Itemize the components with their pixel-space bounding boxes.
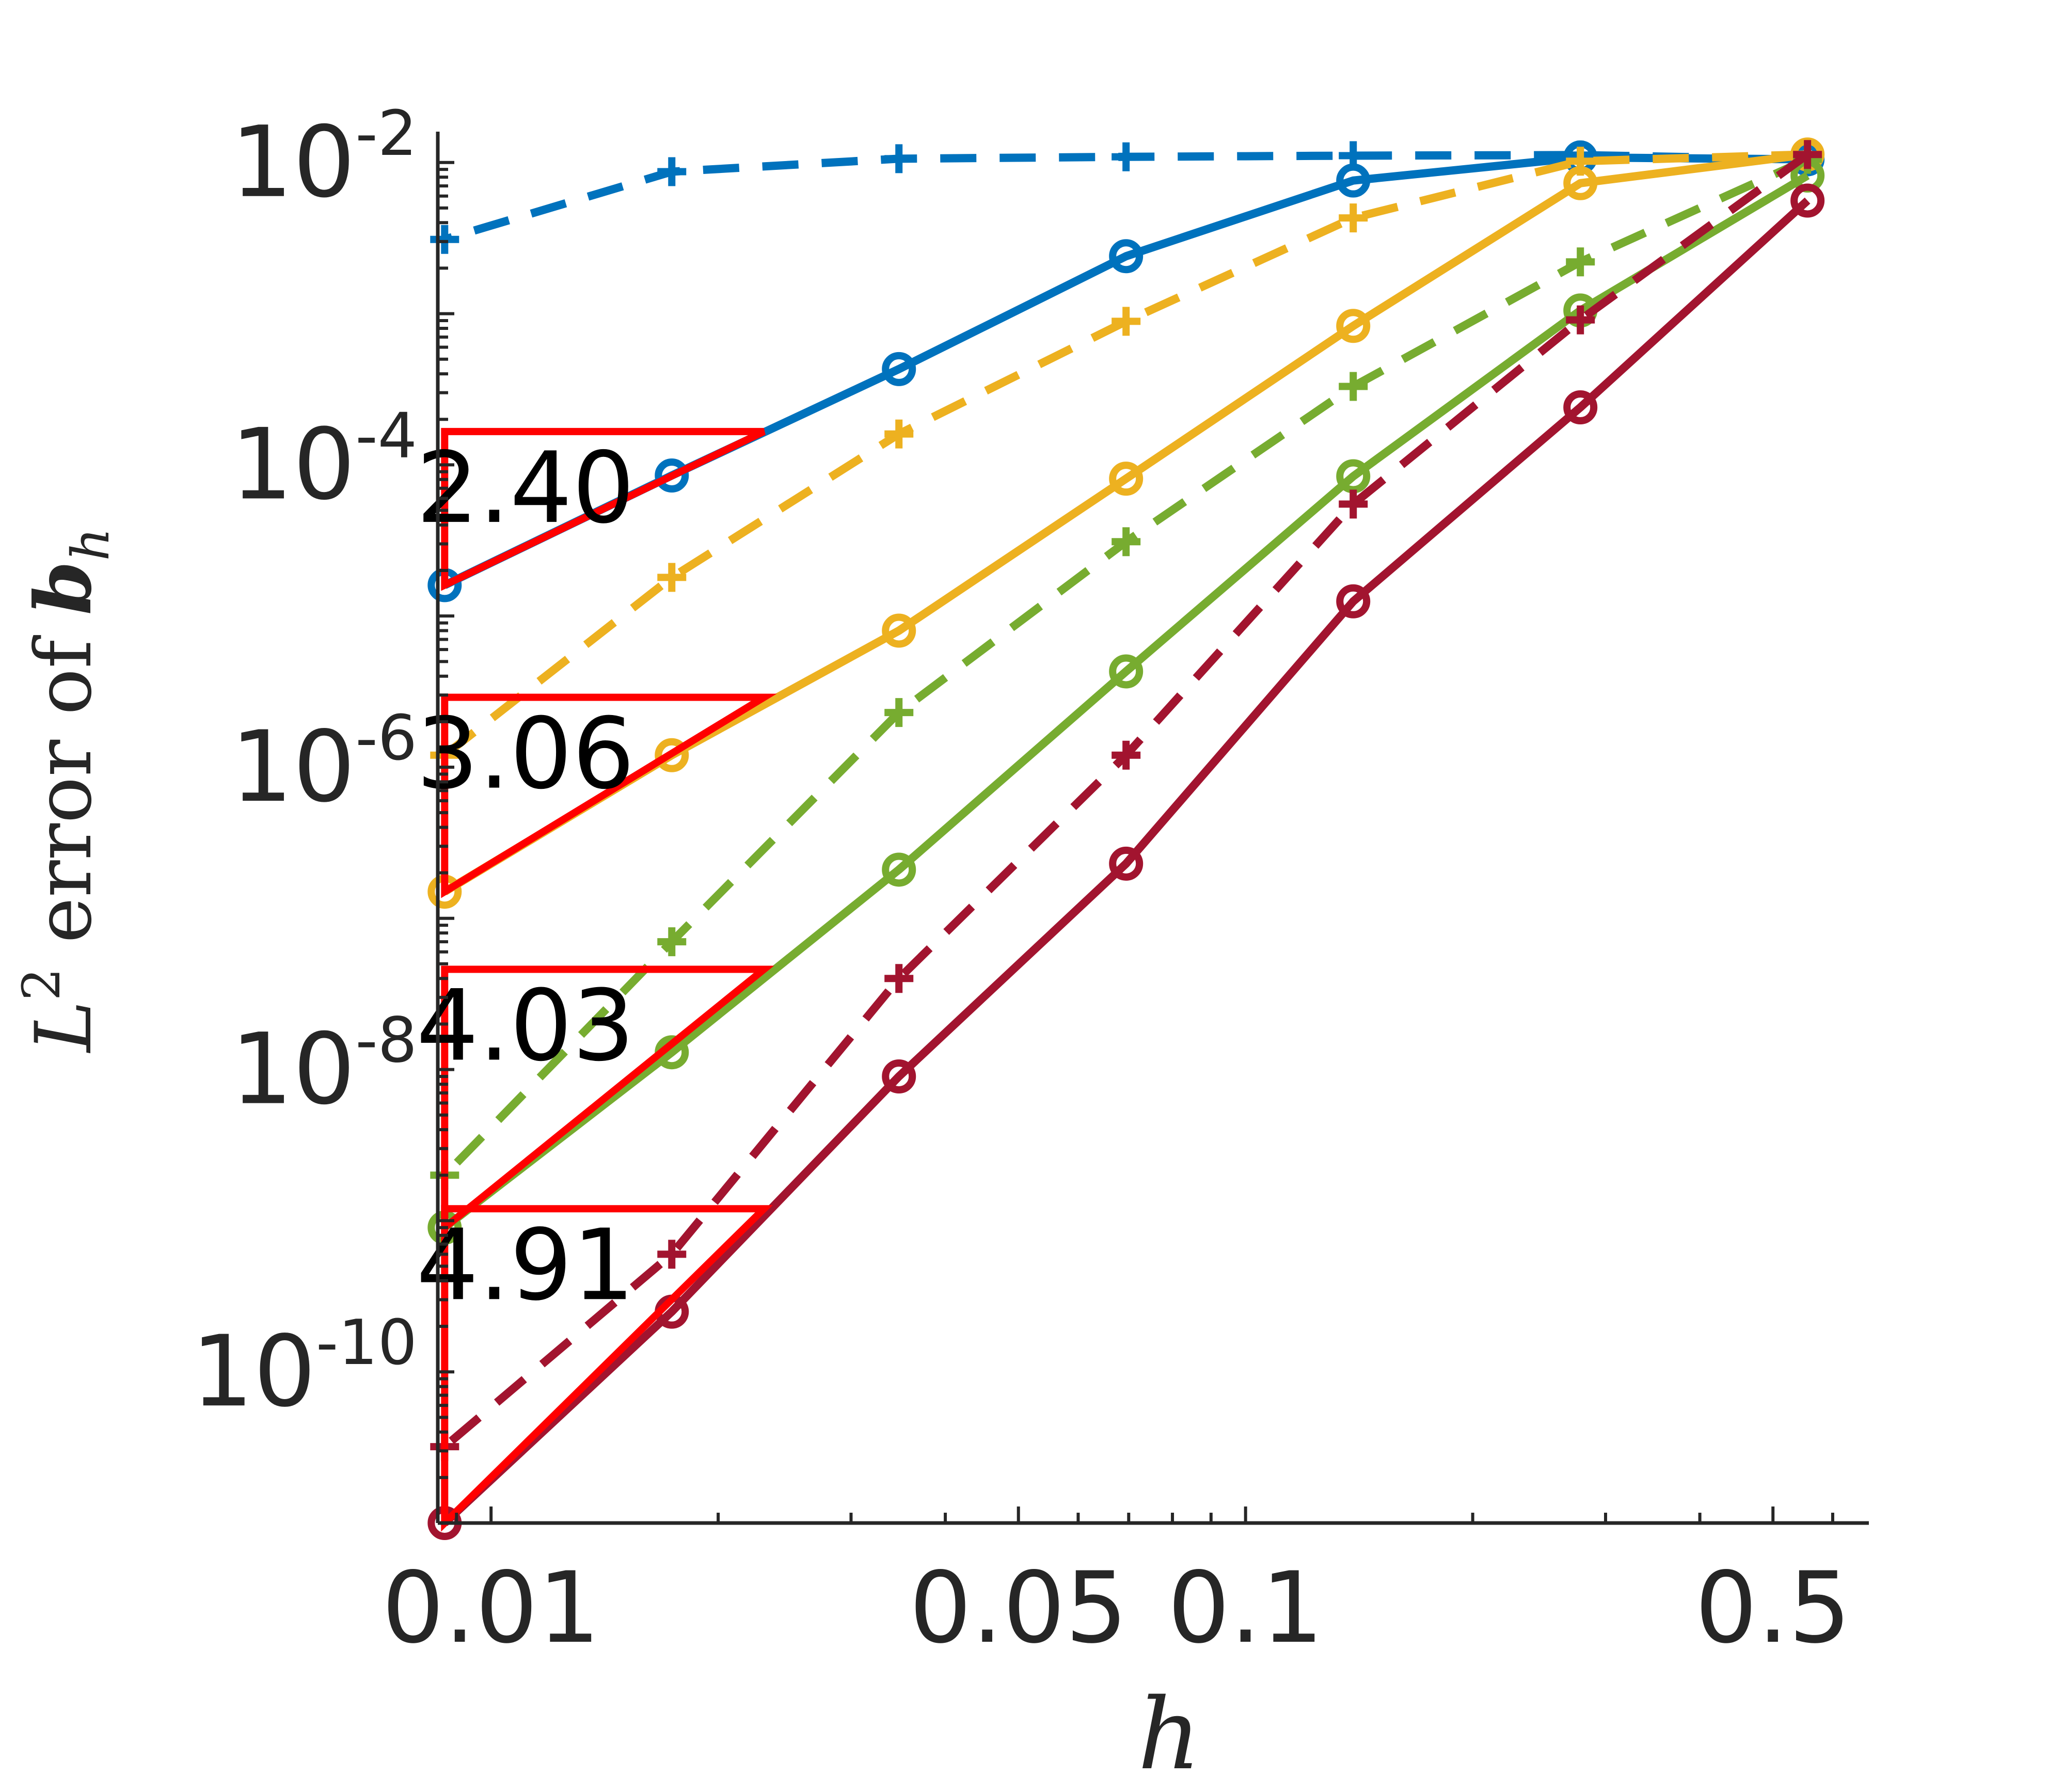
series-8-point-4 — [1112, 740, 1141, 770]
series-6-point-2 — [1566, 247, 1595, 277]
series-1-point-5 — [882, 352, 916, 386]
series-5-point-4 — [1109, 654, 1144, 689]
slope-label-1: 2.40 — [416, 431, 634, 545]
series-6-point-3 — [1339, 372, 1368, 401]
y-tick-label-5: 10-10 — [191, 1307, 417, 1429]
series-6-point-6 — [657, 927, 687, 957]
series-1-point-4 — [1109, 239, 1144, 274]
y-tick-exponent: -10 — [316, 1307, 417, 1379]
series-line-8 — [442, 151, 1810, 1450]
y-tick-label-3: 10-6 — [231, 703, 417, 824]
x-tick-label-3: 0.1 — [1168, 1551, 1324, 1665]
series-7-point-5 — [882, 1059, 916, 1093]
slope-label-3: 4.03 — [416, 969, 634, 1083]
y-tick-exponent: -8 — [355, 1005, 417, 1077]
x-tick-label-4: 0.5 — [1695, 1551, 1851, 1665]
series-2-point-6 — [657, 157, 687, 186]
series-7-point-4 — [1109, 846, 1144, 881]
x-tick-label-2: 0.05 — [909, 1551, 1128, 1665]
y-tick-label-2: 10-4 — [231, 400, 417, 521]
series-2-point-3 — [1339, 141, 1368, 170]
series-5-point-5 — [882, 852, 916, 887]
series-8-point-5 — [884, 964, 914, 993]
y-axis-label-sub: h — [60, 528, 121, 561]
slope-triangle-1 — [441, 427, 766, 591]
slope-triangle-4 — [441, 1205, 773, 1532]
y-tick-label-4: 10-8 — [231, 1005, 417, 1127]
y-axis-label-base: L — [19, 1001, 109, 1054]
series-2-point-7 — [430, 225, 459, 254]
y-axis-label-sup: 2 — [11, 968, 72, 1001]
series-3-point-5 — [882, 613, 916, 648]
y-tick-label-1: 10-2 — [231, 98, 417, 219]
series-3-point-4 — [1109, 462, 1144, 496]
series-7-point-1 — [1790, 183, 1825, 218]
series-2-point-5 — [884, 144, 914, 173]
series-line-1 — [442, 153, 1808, 589]
series-4-point-5 — [884, 419, 914, 449]
series-7-point-3 — [1336, 584, 1371, 619]
y-tick-base: 10 — [231, 105, 356, 219]
series-3-point-3 — [1336, 309, 1371, 343]
series-4-point-4 — [1112, 307, 1141, 336]
x-axis-label: h — [1138, 1677, 1201, 1791]
series-3-point-6 — [655, 738, 689, 772]
series-4-point-3 — [1339, 203, 1368, 233]
slope-triangle-2 — [441, 693, 777, 898]
series-8-point-2 — [1566, 305, 1595, 335]
y-axis-label-mid: error of — [19, 615, 109, 968]
y-tick-base: 10 — [191, 1314, 316, 1429]
series-4-point-6 — [657, 563, 687, 592]
axes — [436, 132, 1869, 1525]
y-tick-exponent: -2 — [355, 98, 417, 170]
y-tick-exponent: -4 — [355, 400, 417, 472]
y-tick-base: 10 — [231, 407, 356, 521]
slope-triangle-3 — [441, 965, 774, 1235]
series-6-point-4 — [1112, 527, 1141, 557]
series-line-3 — [442, 150, 1808, 896]
x-tick-label-1: 0.01 — [382, 1551, 600, 1665]
y-axis-label: L2 error of bh — [11, 528, 121, 1054]
series-4-point-2 — [1566, 147, 1595, 176]
tick-labels: 0.01 0.05 0.1 0.510-210-410-610-810-10 — [191, 98, 1851, 1665]
series-8-point-3 — [1339, 489, 1368, 519]
y-axis-label-var: b — [18, 561, 109, 615]
y-tick-exponent: -6 — [355, 703, 417, 774]
series-line-7 — [441, 197, 1811, 1526]
series-1-point-6 — [655, 458, 689, 493]
series-6-point-5 — [884, 698, 914, 727]
slope-label-2: 3.06 — [416, 697, 634, 811]
series-8-point-1 — [1793, 140, 1822, 169]
slope-label-4: 4.91 — [416, 1208, 634, 1322]
series-8-point-6 — [657, 1240, 687, 1269]
y-tick-base: 10 — [231, 710, 356, 824]
y-tick-base: 10 — [231, 1012, 356, 1127]
series-7-point-2 — [1563, 390, 1598, 425]
series-2-point-4 — [1112, 142, 1141, 171]
slope-triangles: 2.40 3.06 4.03 4.91 — [416, 427, 777, 1532]
